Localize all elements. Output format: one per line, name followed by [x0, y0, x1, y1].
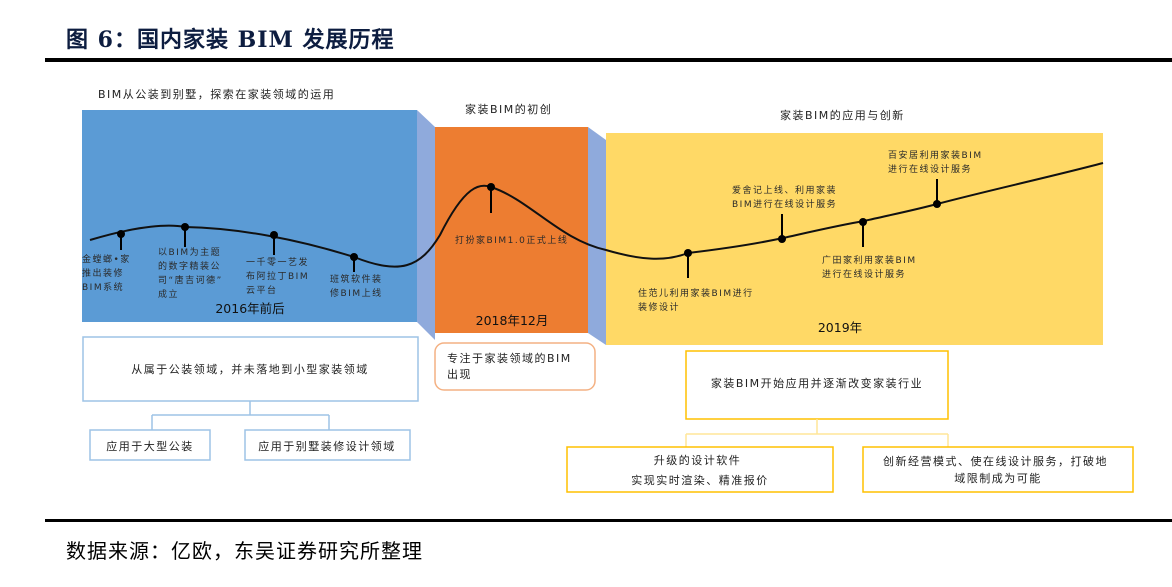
phase-1-summary-box [82, 336, 419, 402]
event-label: 爱舍记上线、利用家装 BIM进行在线设计服务 [732, 184, 841, 210]
phase-1-title: BIM从公装到别墅，探索在家装领域的运用 [98, 87, 335, 101]
event-marker [684, 249, 692, 278]
phase-3-connector [685, 419, 949, 447]
phase-3-period: 2019年 [818, 320, 862, 335]
top-rule [45, 58, 1172, 62]
event-label: 以BIM为主题 的数字精装公 司“唐吉诃德” 成立 [158, 246, 227, 300]
event-marker [487, 183, 495, 213]
phase-1-period: 2016年前后 [215, 301, 284, 316]
phase-1-sub-item: 应用于大型公装 [106, 439, 194, 453]
timeline-curve [89, 162, 1104, 268]
phase-3-sub-item: 创新经营模式、使在线设计服务，打破地 域限制成为可能 [883, 454, 1113, 485]
phase-2-block [435, 127, 588, 333]
event-marker [181, 223, 189, 247]
event-label: 打扮家BIM1.0正式上线 [455, 234, 568, 246]
phase-2-summary-box [434, 342, 596, 391]
phase-1-block [82, 110, 417, 322]
event-marker [117, 230, 125, 250]
phase-3-sub-box [566, 446, 834, 493]
event-label: 住范儿利用家装BIM进行 装修设计 [638, 287, 758, 313]
phase-1-summary: 从属于公装领域，并未落地到小型家装领域 [131, 362, 369, 376]
source-note: 数据来源：亿欧，东吴证券研究所整理 [66, 539, 423, 563]
event-marker [778, 214, 786, 243]
event-label: 百安居利用家装BIM 进行在线设计服务 [888, 149, 987, 175]
bottom-rule [45, 519, 1172, 522]
phase-1-sub-item: 应用于别墅装修设计领域 [258, 439, 396, 453]
phase-3-summary: 家装BIM开始应用并逐渐改变家装行业 [711, 376, 923, 390]
event-marker [270, 231, 278, 255]
event-label: 一千零一艺发 布阿拉丁BIM 云平台 [246, 256, 313, 296]
phase-1-sub-box [89, 429, 211, 461]
event-label: 班筑软件装 修BIM上线 [330, 273, 387, 299]
transition-2 [588, 127, 606, 345]
phase-1-connector [151, 401, 330, 430]
phase-3-block [606, 133, 1103, 345]
phase-2-title: 家装BIM的初创 [465, 102, 552, 116]
phase-3-summary-box [685, 350, 949, 420]
event-marker [859, 218, 867, 247]
event-label: 金螳螂•家 推出装修 BIM系统 [82, 253, 135, 293]
phase-3-title: 家装BIM的应用与创新 [780, 108, 905, 122]
phase-2-summary: 专注于家装领域的BIM 出现 [447, 351, 577, 381]
phase-3-sub-item: 升级的设计软件 实现实时渲染、精准报价 [631, 453, 769, 487]
phase-1-sub-box [244, 429, 411, 461]
event-marker [933, 179, 941, 208]
phase-2-period: 2018年12月 [476, 313, 549, 328]
event-label: 广田家利用家装BIM 进行在线设计服务 [822, 254, 921, 280]
phase-3-sub-box [862, 446, 1134, 493]
figure-title: 图 6：国内家装 BIM 发展历程 [66, 27, 395, 53]
event-marker [350, 253, 358, 272]
transition-1 [417, 110, 435, 340]
